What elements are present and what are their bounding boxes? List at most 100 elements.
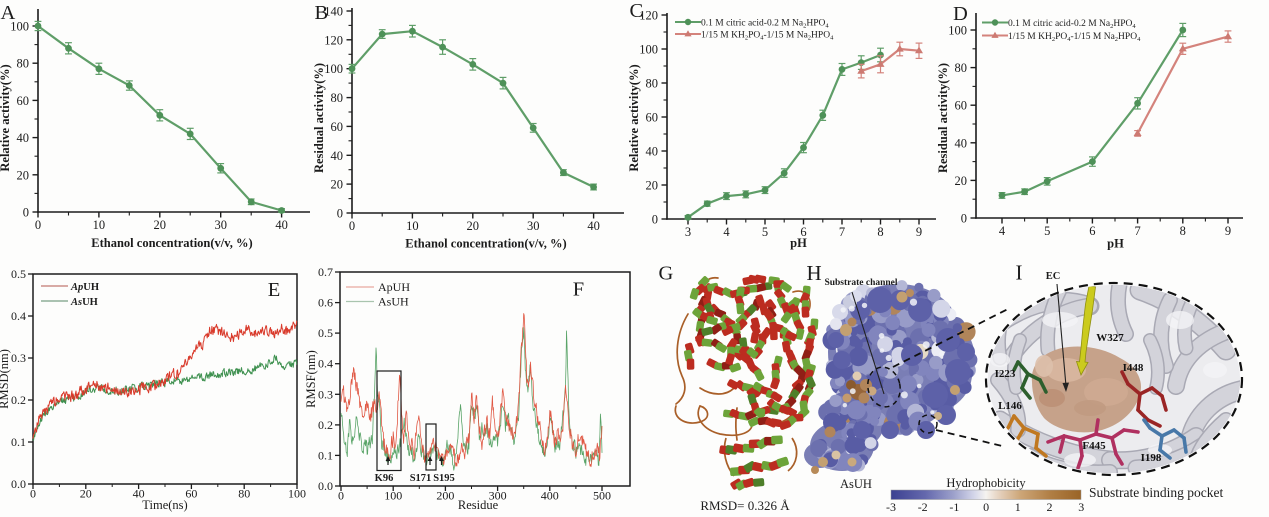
svg-text:0.1: 0.1 [11,435,26,449]
svg-text:0: 0 [961,212,967,226]
svg-text:0.5: 0.5 [11,267,26,281]
svg-text:100: 100 [10,20,29,34]
svg-text:140: 140 [324,4,343,18]
svg-text:0.3: 0.3 [318,387,333,401]
svg-text:200: 200 [436,489,454,503]
svg-text:80: 80 [646,77,659,91]
svg-text:6: 6 [1089,224,1095,238]
svg-text:Ethanol concentration(v/v, %): Ethanol concentration(v/v, %) [91,236,252,250]
svg-text:1/15 M KH2PO4-1/15 M Na2HPO4: 1/15 M KH2PO4-1/15 M Na2HPO4 [701,30,834,41]
svg-text:0.6: 0.6 [318,296,333,310]
svg-text:40: 40 [275,218,288,232]
svg-text:5: 5 [1044,224,1050,238]
svg-text:0.2: 0.2 [318,418,333,432]
svg-text:RMSD= 0.326 Å: RMSD= 0.326 Å [700,498,790,513]
svg-text:500: 500 [593,489,611,503]
svg-text:80: 80 [238,487,250,501]
svg-text:0: 0 [652,213,658,227]
svg-text:EC: EC [1046,271,1061,282]
svg-text:8: 8 [1180,224,1186,238]
svg-text:D: D [953,3,968,25]
svg-text:G: G [659,263,674,285]
svg-text:3: 3 [1078,500,1084,514]
svg-text:pH: pH [1107,237,1124,251]
svg-text:4: 4 [723,225,730,239]
svg-text:60: 60 [185,487,197,501]
svg-text:0.4: 0.4 [318,357,333,371]
svg-text:80: 80 [331,91,344,105]
svg-text:30: 30 [214,218,227,232]
svg-text:Residual activity(%): Residual activity(%) [936,63,950,173]
svg-text:pH: pH [790,236,807,250]
svg-text:AsUH: AsUH [70,297,98,308]
svg-text:0: 0 [337,207,343,221]
svg-text:20: 20 [331,178,344,192]
svg-text:80: 80 [955,61,968,75]
svg-text:RMSF(nm): RMSF(nm) [304,350,318,408]
svg-text:I: I [1016,261,1023,285]
svg-text:300: 300 [489,489,507,503]
svg-text:0.0: 0.0 [11,477,26,491]
svg-text:0.7: 0.7 [318,265,333,279]
svg-text:40: 40 [646,145,659,159]
svg-text:40: 40 [17,131,30,145]
svg-text:20: 20 [80,487,92,501]
svg-text:8: 8 [877,225,883,239]
svg-text:0.1 M citric acid-0.2 M Na2HPO: 0.1 M citric acid-0.2 M Na2HPO4 [1008,19,1136,30]
svg-text:7: 7 [1134,224,1140,238]
svg-text:0.1: 0.1 [318,448,333,462]
svg-text:AsUH: AsUH [840,477,872,491]
svg-text:60: 60 [646,111,659,125]
svg-text:0: 0 [983,500,989,514]
svg-text:20: 20 [17,168,30,182]
svg-text:30: 30 [527,219,540,233]
svg-text:Relative activity(%): Relative activity(%) [627,64,641,171]
svg-text:I223: I223 [995,368,1016,380]
svg-text:10: 10 [93,218,106,232]
svg-text:0.0: 0.0 [318,479,333,493]
svg-text:L146: L146 [998,400,1022,412]
svg-text:-2: -2 [918,500,928,514]
svg-text:4: 4 [999,224,1006,238]
svg-text:20: 20 [154,218,167,232]
svg-text:100: 100 [288,487,306,501]
svg-text:80: 80 [17,57,30,71]
svg-text:20: 20 [467,219,480,233]
svg-text:S195: S195 [433,473,455,484]
svg-text:A: A [1,2,16,24]
svg-text:100: 100 [324,62,343,76]
svg-text:I198: I198 [1141,452,1162,464]
svg-text:20: 20 [646,179,659,193]
svg-text:9: 9 [916,225,922,239]
svg-text:60: 60 [331,120,344,134]
svg-text:0: 0 [338,489,344,503]
svg-text:0.2: 0.2 [11,393,26,407]
svg-text:Time(ns): Time(ns) [142,498,187,512]
svg-text:ApUH: ApUH [378,280,410,294]
svg-text:5: 5 [762,225,768,239]
svg-text:Residue: Residue [458,498,499,512]
svg-text:40: 40 [331,149,344,163]
svg-text:W327: W327 [1096,332,1124,344]
svg-text:0.1 M citric acid-0.2 M Na2HPO: 0.1 M citric acid-0.2 M Na2HPO4 [701,18,829,29]
svg-text:1/15 M KH2PO4-1/15 M Na2HPO4: 1/15 M KH2PO4-1/15 M Na2HPO4 [1008,32,1141,43]
svg-text:120: 120 [324,33,343,47]
svg-text:K96: K96 [375,473,394,484]
svg-text:Relative activity(%): Relative activity(%) [0,64,12,171]
svg-text:40: 40 [133,487,145,501]
svg-text:C: C [630,0,644,22]
svg-text:7: 7 [839,225,845,239]
svg-text:10: 10 [406,219,419,233]
svg-text:2: 2 [1047,500,1053,514]
svg-text:0: 0 [35,218,41,232]
svg-text:Substrate channel: Substrate channel [824,278,897,288]
svg-text:Residual activity(%): Residual activity(%) [312,63,326,173]
svg-text:120: 120 [639,9,658,23]
svg-text:3: 3 [685,225,691,239]
svg-text:20: 20 [955,174,968,188]
svg-text:0: 0 [30,487,36,501]
svg-text:ApUH: ApUH [70,282,99,293]
svg-text:H: H [807,261,822,285]
svg-text:6: 6 [800,225,806,239]
svg-text:-3: -3 [886,500,896,514]
